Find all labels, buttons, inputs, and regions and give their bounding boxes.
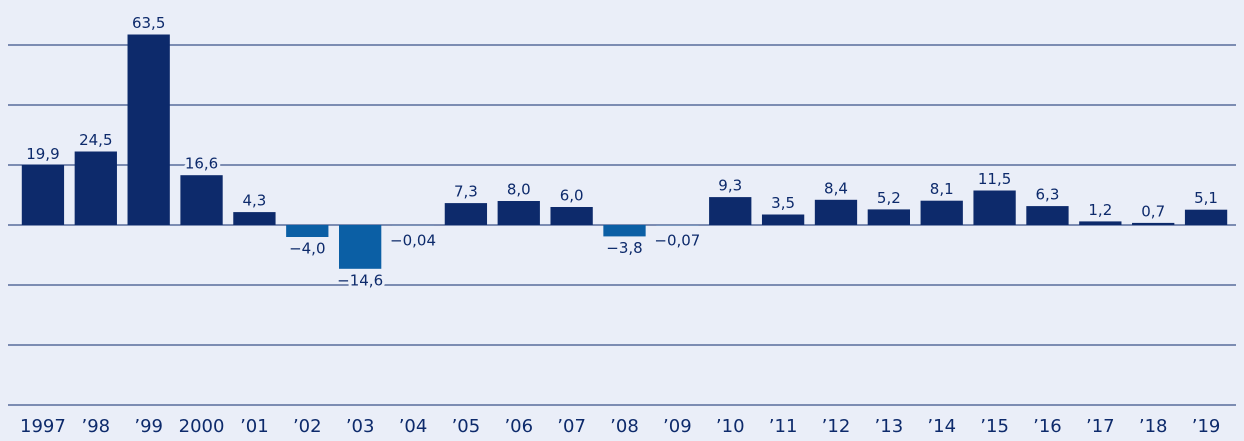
bar [74,151,117,225]
x-tick-label: ’07 [557,416,586,437]
value-label: 3,5 [771,194,795,212]
bar [814,199,858,225]
bar [1184,209,1228,225]
value-label: 8,0 [507,181,531,199]
x-tick-label: ’14 [927,416,956,437]
value-label: 5,1 [1194,189,1218,207]
bar [920,200,963,225]
x-tick-label: ’05 [452,416,481,437]
value-label: 19,9 [26,145,59,163]
bar [709,197,752,225]
bar [180,175,223,225]
value-label: 16,6 [185,155,218,173]
bar [286,225,329,237]
value-label: 7,3 [454,183,478,201]
x-tick-label: ’16 [1033,416,1062,437]
bar [1026,206,1069,225]
x-tick-label: ’06 [504,416,533,437]
bar [761,214,805,225]
x-tick-label: ’15 [980,416,1009,437]
value-label: −3,8 [606,239,642,257]
bar [444,203,488,225]
value-label: 11,5 [978,170,1011,188]
bar [1079,221,1122,225]
value-label: 9,3 [718,177,742,195]
bar [497,201,540,225]
bar [1132,222,1175,225]
bar [21,165,65,225]
bar [339,225,382,269]
bar [603,225,646,237]
x-tick-label: ’08 [610,416,639,437]
x-tick-label: ’12 [822,416,851,437]
bar [550,207,593,225]
x-tick-label: ’01 [240,416,269,437]
x-tick-label: 2000 [179,416,225,437]
value-label: 6,0 [560,187,584,205]
value-label: −14,6 [337,271,383,289]
value-label: 63,5 [132,14,165,32]
bar [127,34,170,225]
x-tick-label: ’11 [769,416,798,437]
x-tick-label: ’19 [1192,416,1221,437]
value-label: 5,2 [877,189,901,207]
x-tick-label: ’99 [134,416,163,437]
value-label: 24,5 [79,131,112,149]
x-tick-label: ’17 [1086,416,1115,437]
x-tick-label: ’02 [293,416,322,437]
x-tick-label: ’09 [663,416,692,437]
x-tick-label: ’98 [81,416,110,437]
bar [233,212,276,225]
x-tick-label: 1997 [20,416,66,437]
x-tick-label: ’13 [875,416,904,437]
x-tick-label: ’10 [716,416,745,437]
value-label: −0,07 [654,232,700,250]
value-label: 8,1 [930,180,954,198]
value-label: 0,7 [1141,202,1165,220]
bar [867,209,910,225]
value-label: 1,2 [1088,201,1112,219]
value-label: 8,4 [824,179,848,197]
x-tick-label: ’03 [346,416,375,437]
x-tick-label: ’18 [1139,416,1168,437]
bar [973,190,1016,225]
x-tick-label: ’04 [399,416,428,437]
value-label: 6,3 [1036,186,1060,204]
value-label: 4,3 [242,192,266,210]
value-label: −4,0 [289,240,325,258]
value-label: −0,04 [390,232,436,250]
